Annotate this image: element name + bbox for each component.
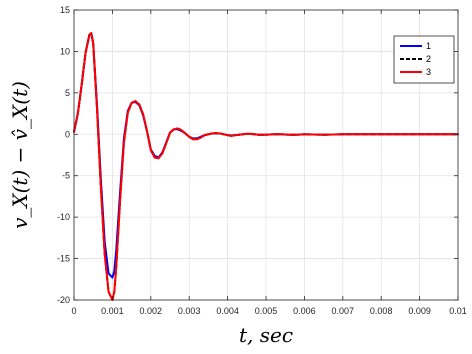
y-tick-label-6: 10 — [60, 46, 70, 56]
y-tick-label-5: 5 — [65, 88, 70, 98]
y-tick-label-0: -20 — [57, 295, 70, 305]
x-axis-label: t, sec — [239, 323, 293, 347]
legend-entries: 1 2 3 — [400, 41, 431, 77]
y-tick-label-1: -15 — [57, 254, 70, 264]
x-tick-label-4: 0.004 — [216, 306, 239, 316]
x-tick-label-2: 0.002 — [140, 306, 163, 316]
legend: 1 2 3 — [393, 35, 455, 84]
legend-label-1: 1 — [426, 41, 431, 51]
y-tick-label-2: -10 — [57, 212, 70, 222]
x-tick-label-3: 0.003 — [178, 306, 201, 316]
y-tick-label-4: 0 — [65, 129, 70, 139]
y-axis-label: v_X(t) − v̂_X(t) — [8, 81, 32, 229]
x-tick-label-1: 0.001 — [101, 306, 124, 316]
x-tick-label-8: 0.008 — [370, 306, 393, 316]
x-tick-label-6: 0.006 — [293, 306, 316, 316]
series-layer — [73, 32, 459, 301]
legend-label-3: 3 — [426, 67, 431, 77]
x-tick-label-9: 0.009 — [408, 306, 431, 316]
x-axis-ticks: 0 0.001 0.002 0.003 0.004 0.005 0.006 0.007 0.00… — [71, 10, 467, 316]
x-tick-label-0: 0 — [71, 306, 76, 316]
y-tick-label-7: 15 — [60, 5, 70, 15]
legend-label-2: 2 — [426, 54, 431, 64]
series-line-3 — [73, 32, 459, 301]
x-tick-label-10: 0.01 — [449, 306, 467, 316]
y-tick-label-3: -5 — [62, 171, 70, 181]
y-axis-ticks: -20 -15 -10 -5 0 5 10 15 — [57, 5, 458, 305]
x-tick-label-5: 0.005 — [255, 306, 278, 316]
x-tick-label-7: 0.007 — [332, 306, 355, 316]
